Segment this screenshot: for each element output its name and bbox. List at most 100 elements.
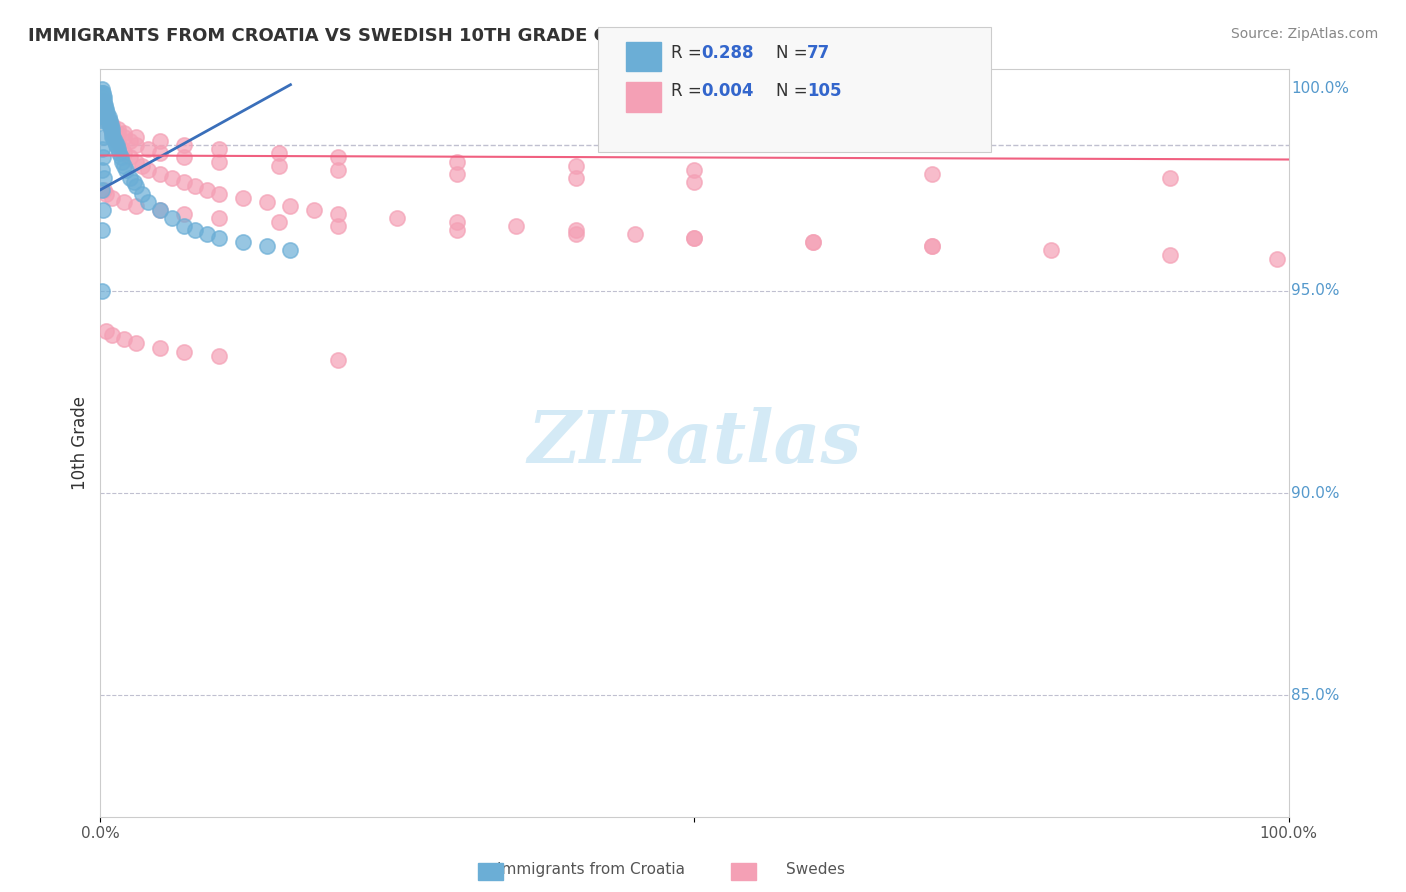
Point — [921, 239, 943, 253]
Point — [93, 102, 115, 116]
Point — [195, 183, 218, 197]
Point — [101, 122, 124, 136]
Point — [683, 175, 706, 189]
Point — [90, 98, 112, 112]
Text: 85.0%: 85.0% — [1291, 688, 1340, 703]
Point — [101, 191, 124, 205]
Point — [100, 122, 122, 136]
Point — [304, 202, 326, 217]
Point — [280, 199, 302, 213]
Point — [97, 110, 120, 124]
Point — [96, 110, 118, 124]
Text: 100.0%: 100.0% — [1291, 81, 1348, 96]
Point — [94, 98, 117, 112]
Point — [94, 106, 117, 120]
Point — [184, 223, 207, 237]
Point — [112, 146, 135, 161]
Text: N =: N = — [776, 82, 813, 100]
Point — [208, 211, 231, 226]
Point — [326, 219, 349, 234]
Point — [94, 110, 117, 124]
Point — [131, 186, 153, 201]
Point — [1159, 170, 1181, 185]
Point — [921, 239, 943, 253]
Point — [1159, 247, 1181, 261]
Point — [104, 134, 127, 148]
Point — [96, 110, 118, 124]
Text: Swedes: Swedes — [786, 863, 845, 877]
Text: 0.288: 0.288 — [702, 44, 754, 62]
Point — [96, 102, 118, 116]
Point — [96, 110, 118, 124]
Point — [208, 349, 231, 363]
Point — [173, 138, 195, 153]
Point — [96, 106, 118, 120]
Point — [505, 219, 527, 234]
Point — [98, 114, 121, 128]
Text: R =: R = — [671, 82, 707, 100]
Point — [90, 162, 112, 177]
Point — [90, 142, 112, 156]
Point — [1265, 252, 1288, 266]
Text: 77: 77 — [807, 44, 831, 62]
Point — [208, 186, 231, 201]
Point — [326, 162, 349, 177]
Point — [256, 239, 278, 253]
Point — [104, 130, 127, 145]
Point — [90, 98, 112, 112]
Point — [149, 202, 172, 217]
Point — [96, 324, 118, 338]
Point — [91, 202, 114, 217]
Point — [97, 114, 120, 128]
Text: Source: ZipAtlas.com: Source: ZipAtlas.com — [1230, 27, 1378, 41]
Point — [96, 110, 118, 124]
Point — [107, 122, 129, 136]
Point — [1039, 244, 1062, 258]
Point — [446, 154, 468, 169]
Point — [112, 159, 135, 173]
Point — [90, 94, 112, 108]
Text: R =: R = — [671, 44, 707, 62]
Point — [101, 118, 124, 132]
Point — [125, 138, 148, 153]
Point — [173, 151, 195, 165]
Text: 90.0%: 90.0% — [1291, 485, 1340, 500]
Point — [91, 102, 114, 116]
Point — [208, 231, 231, 245]
Point — [90, 86, 112, 100]
Point — [267, 146, 290, 161]
Point — [90, 86, 112, 100]
Point — [564, 170, 586, 185]
Point — [195, 227, 218, 242]
Point — [125, 199, 148, 213]
Point — [91, 114, 114, 128]
Point — [921, 167, 943, 181]
Point — [232, 191, 254, 205]
Text: ZIPatlas: ZIPatlas — [527, 407, 862, 478]
Point — [122, 175, 145, 189]
Point — [91, 86, 114, 100]
Point — [91, 90, 114, 104]
Point — [91, 102, 114, 116]
Point — [115, 162, 138, 177]
Point — [173, 207, 195, 221]
Point — [90, 223, 112, 237]
Point — [96, 106, 118, 120]
Point — [624, 227, 647, 242]
Point — [149, 134, 172, 148]
Point — [93, 183, 115, 197]
Point — [326, 207, 349, 221]
Point — [184, 178, 207, 193]
Point — [108, 146, 131, 161]
Point — [93, 106, 115, 120]
Point — [173, 344, 195, 359]
Point — [149, 341, 172, 355]
Point — [683, 162, 706, 177]
Point — [90, 90, 112, 104]
Point — [98, 118, 121, 132]
Point — [100, 122, 122, 136]
Point — [90, 183, 112, 197]
Point — [93, 106, 115, 120]
Point — [93, 102, 115, 116]
Point — [256, 194, 278, 209]
